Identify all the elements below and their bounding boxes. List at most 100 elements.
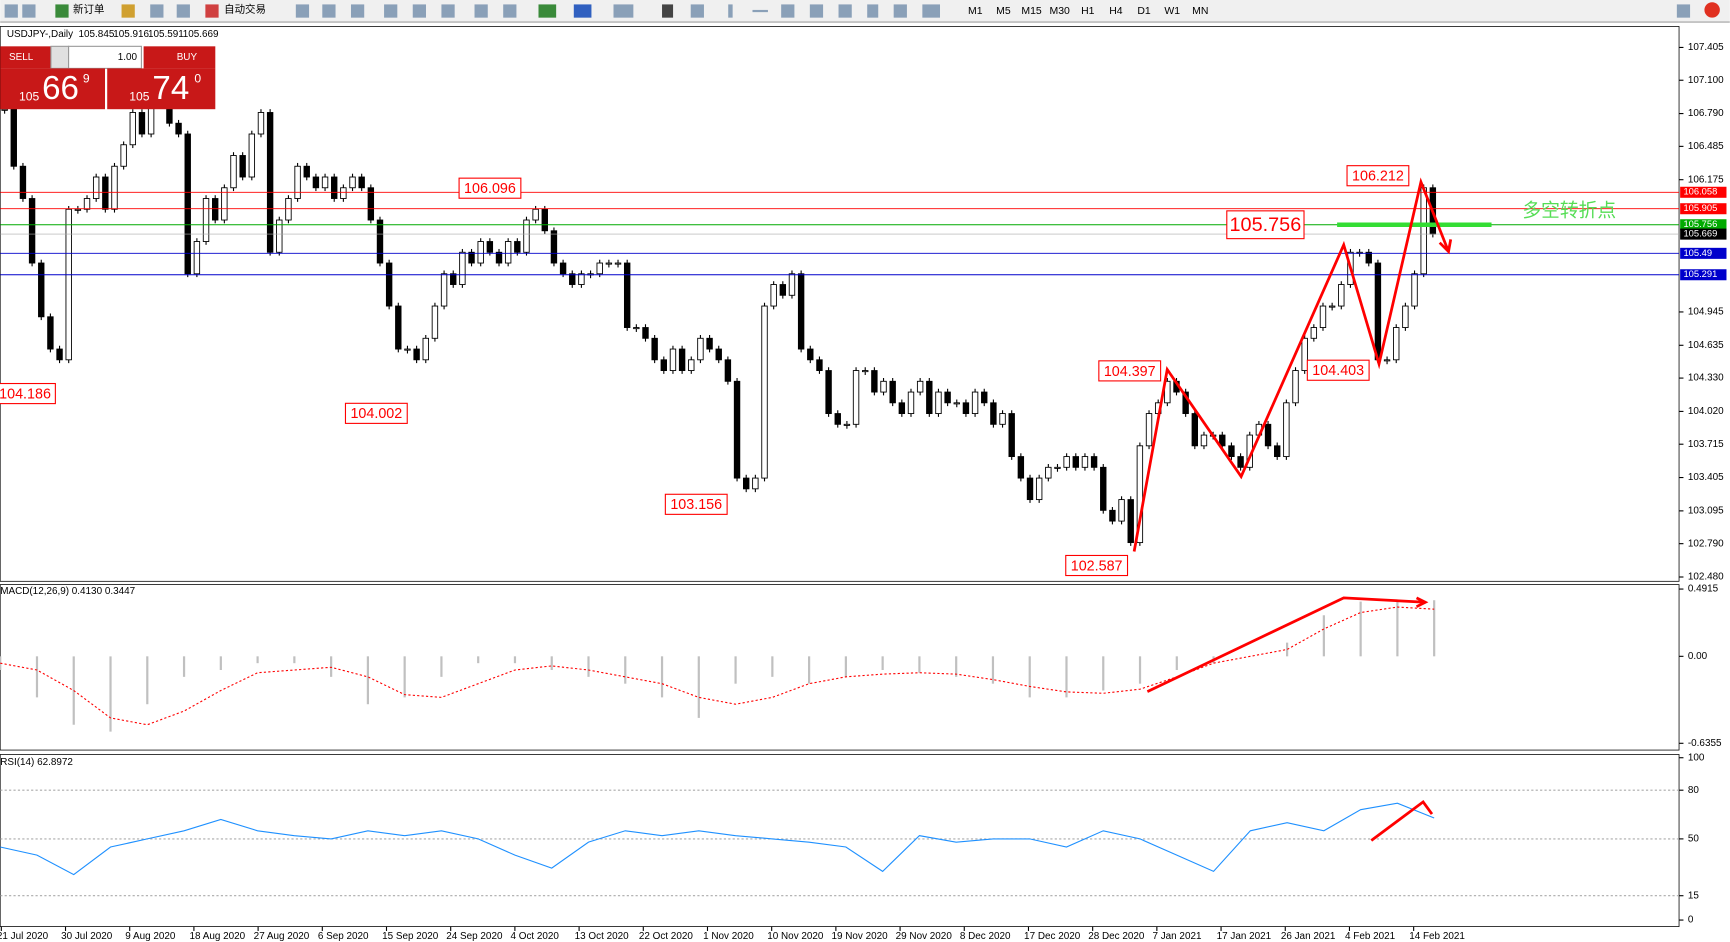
candle: [1228, 445, 1235, 458]
icon[interactable]: [503, 4, 517, 18]
icon[interactable]: [176, 4, 190, 18]
icon[interactable]: [412, 4, 426, 18]
candle: [807, 348, 814, 361]
candle: [990, 402, 997, 425]
candle: [404, 348, 411, 351]
buy-label[interactable]: BUY: [177, 52, 198, 63]
candle: [871, 370, 878, 393]
icon[interactable]: [538, 4, 557, 18]
y-tick-label: 107.100: [1688, 75, 1724, 86]
y-tick-label: 104.945: [1688, 307, 1724, 318]
timeframe-button[interactable]: D1: [1137, 6, 1151, 17]
candle: [358, 176, 365, 189]
icon[interactable]: [322, 4, 336, 18]
icon[interactable]: [22, 4, 36, 18]
candle: [1035, 477, 1043, 501]
new-order-button[interactable]: 新订单: [73, 3, 104, 16]
macd-arrow: [1146, 596, 1426, 693]
y-tick-label: 50: [1688, 834, 1700, 845]
icon[interactable]: [295, 4, 310, 18]
candle: [633, 327, 640, 330]
pivot-note: 多空转折点: [1522, 200, 1616, 221]
candle: [1145, 413, 1153, 447]
candle: [385, 262, 393, 307]
timeframe-button[interactable]: H1: [1081, 6, 1095, 17]
candle: [92, 176, 100, 199]
icon[interactable]: [613, 4, 634, 18]
icon[interactable]: [474, 4, 488, 18]
candle: [1200, 434, 1208, 447]
y-tick-label: 0: [1688, 915, 1694, 926]
buy-big-figure: 105: [129, 89, 149, 103]
timeframe-button[interactable]: W1: [1164, 6, 1180, 17]
icon[interactable]: [893, 4, 907, 18]
timeframe-button[interactable]: M1: [968, 6, 983, 17]
icon[interactable]: [728, 4, 733, 18]
candle: [1420, 187, 1427, 275]
chart-title: USDJPY-,Daily: [7, 29, 73, 40]
candle: [1008, 413, 1015, 458]
candle: [944, 391, 951, 404]
candle: [1017, 456, 1025, 479]
icon[interactable]: [1676, 4, 1691, 18]
price-tag: [1680, 203, 1727, 215]
icon[interactable]: [867, 4, 879, 18]
candle: [926, 380, 933, 415]
timeframe-button[interactable]: H4: [1109, 6, 1123, 17]
timeframe-button[interactable]: M15: [1021, 6, 1042, 17]
candle: [1383, 359, 1391, 362]
x-tick-label: 30 Jul 2020: [61, 931, 113, 942]
sell-button[interactable]: [0, 46, 51, 69]
candle: [981, 391, 988, 404]
icon[interactable]: [662, 4, 674, 18]
icon[interactable]: [4, 4, 18, 18]
icon[interactable]: [752, 9, 768, 13]
icon[interactable]: [205, 4, 219, 18]
icon[interactable]: [384, 4, 398, 18]
candle: [459, 251, 466, 285]
icon[interactable]: [121, 4, 135, 18]
rsi-arrow: [1370, 799, 1434, 842]
buy-pips: 74: [152, 70, 189, 107]
alert-icon[interactable]: [1704, 2, 1720, 18]
icon[interactable]: [838, 4, 852, 18]
price-tag: [1680, 186, 1727, 198]
candle: [1164, 380, 1171, 404]
x-tick-label: 1 Nov 2020: [703, 931, 754, 942]
candle: [1090, 456, 1098, 468]
plot: USDJPY-,Daily 105.845105.916105.591105.66…: [0, 29, 1727, 942]
timeframe-button[interactable]: MN: [1192, 6, 1208, 17]
x-tick-label: 4 Feb 2021: [1345, 931, 1396, 942]
price-tag-label: 106.058: [1683, 187, 1717, 197]
icon[interactable]: [55, 4, 69, 18]
icon[interactable]: [150, 4, 164, 18]
autotrading-button[interactable]: 自动交易: [224, 3, 266, 16]
lot-input[interactable]: [68, 45, 142, 69]
icon[interactable]: [573, 4, 592, 18]
candle: [1393, 327, 1400, 361]
icon[interactable]: [441, 4, 455, 18]
lot-dropdown[interactable]: [50, 45, 70, 69]
rsi-panel: [0, 754, 1680, 927]
candle: [468, 251, 475, 264]
icon[interactable]: [350, 4, 365, 18]
candle: [349, 176, 356, 189]
sell-price-box[interactable]: [0, 68, 106, 110]
icon[interactable]: [809, 4, 824, 18]
icon[interactable]: [781, 4, 795, 18]
icon[interactable]: [690, 4, 704, 18]
timeframe-button[interactable]: M5: [996, 6, 1011, 17]
buy-fraction: 0: [194, 72, 201, 86]
y-tick-label: 106.790: [1688, 108, 1724, 119]
sell-fraction: 9: [83, 72, 90, 86]
candle: [953, 402, 960, 405]
buy-price-box[interactable]: [107, 68, 216, 110]
candle: [1301, 337, 1308, 371]
buy-button[interactable]: [143, 46, 216, 69]
sell-label[interactable]: SELL: [9, 52, 34, 63]
lot-value[interactable]: 1.00: [118, 52, 138, 63]
timeframe-button[interactable]: M30: [1049, 6, 1070, 17]
x-tick-label: 18 Aug 2020: [189, 931, 245, 942]
candle: [1374, 262, 1382, 361]
icon[interactable]: [922, 4, 941, 18]
